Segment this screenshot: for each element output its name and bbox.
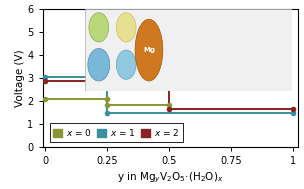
Text: Mg: Mg bbox=[143, 47, 155, 53]
Circle shape bbox=[116, 50, 136, 79]
Circle shape bbox=[116, 13, 136, 42]
X-axis label: y in Mg$_y$V$_2$O$_5$·(H$_2$O)$_x$: y in Mg$_y$V$_2$O$_5$·(H$_2$O)$_x$ bbox=[117, 171, 223, 185]
Circle shape bbox=[89, 13, 109, 42]
Y-axis label: Voltage (V): Voltage (V) bbox=[15, 50, 25, 107]
Circle shape bbox=[135, 19, 163, 81]
Circle shape bbox=[88, 48, 110, 81]
Legend: $x$ = 0, $x$ = 1, $x$ = 2: $x$ = 0, $x$ = 1, $x$ = 2 bbox=[50, 123, 183, 142]
FancyBboxPatch shape bbox=[85, 9, 292, 91]
